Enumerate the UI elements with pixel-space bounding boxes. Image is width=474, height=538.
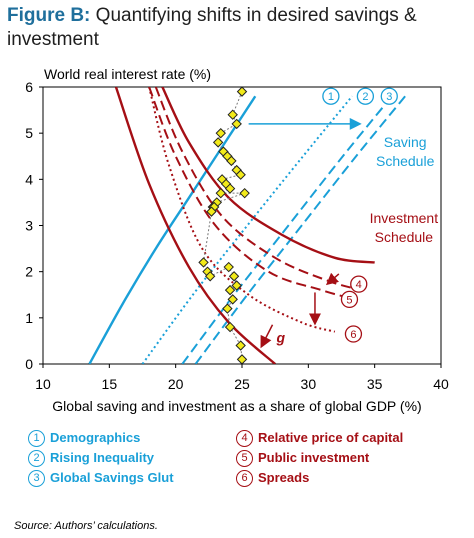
x-tick-label-1: 15 [102,376,118,392]
observation-point-2 [231,118,242,130]
investment-marker-4-circle [350,275,368,293]
chart-plot: 10 15 20 25 30 35 400123456SavingScheduleInves… [25,79,449,392]
observation-point-14 [239,187,250,199]
investment-curve-2 [154,87,362,292]
investment-curve-0 [161,87,375,264]
x-tick-label-5: 35 [367,376,383,392]
saving-marker-3-text: 3 [386,91,392,103]
observation-point-21 [204,271,216,282]
investment-marker-6-text: 6 [350,329,356,341]
y-tick-label-3: 3 [25,218,33,234]
legend-label-1: Demographics [50,430,141,445]
investment-marker-4-text: 4 [356,279,362,291]
observation-point-25 [224,284,236,296]
title-lead: Figure B: [7,5,91,26]
legend-item-2: 2 Rising Inequality [28,448,174,468]
plot-area [88,87,406,364]
legend-marker-6: 6 [236,469,253,487]
observation-point-12 [224,183,236,194]
saving-marker-3-circle [380,87,398,105]
saving-curve-1 [141,95,353,364]
saving-schedule-label-1: Saving [384,134,427,150]
observation-point-7 [226,155,237,167]
investment-marker-5-circle [340,290,359,309]
title-text: Quantifying shifts in desired savings & … [7,5,417,50]
y-tick-label-2: 2 [25,264,33,280]
observation-point-27 [222,303,233,314]
x-tick-label-4: 30 [301,376,317,392]
observation-point-4 [212,137,224,148]
observation-point-22 [223,261,234,273]
y-axis-label: World real interest rate (%) [44,66,212,82]
legend-label-2: Rising Inequality [50,450,155,465]
x-tick-label-3: 25 [234,376,250,392]
observation-point-29 [235,340,246,351]
saving-marker-2-text: 2 [362,91,368,103]
legend-marker-2: 2 [28,449,45,467]
saving-curve-3 [194,95,406,364]
x-axis-label: Global saving and investment as a share … [52,398,422,414]
investment-marker-6-circle [344,325,363,343]
investment-schedule-label-2: Schedule [375,229,434,245]
observation-point-28 [224,321,236,333]
y-tick-label-6: 6 [25,79,33,95]
legend-label-6: Spreads [258,470,310,485]
investment-schedule-label-1: Investment [370,210,439,226]
observation-point-30 [236,354,248,364]
g-arrow [260,324,274,349]
x-tick-label-6: 40 [433,376,449,392]
chart-title: Figure B: Quantifying shifts in desired … [7,4,467,52]
legend-saving: 1 Demographics 2 Rising Inequality 3 Global… [28,428,174,488]
legend-label-3: Global Savings Glut [50,470,174,485]
investment-curve-3 [148,87,356,301]
observation-point-19 [198,257,209,268]
observation-point-1 [227,109,238,120]
observation-point-24 [231,280,242,291]
observation-point-23 [228,271,240,282]
legend-label-5: Public investment [258,450,370,465]
legend-item-6: 6 Spreads [236,468,403,488]
saving-marker-1-text: 1 [328,91,334,103]
saving-curve-2 [181,95,393,364]
legend-item-5: 5 Public investment [236,448,403,468]
y-tick-label-5: 5 [25,125,33,141]
legend-item-4: 4 Relative price of capital [236,428,403,448]
saving-marker-2-circle [356,87,375,105]
observation-point-26 [227,294,238,305]
legend-marker-3: 3 [28,469,45,487]
investment-shift-arrow-a [325,272,340,286]
investment-curve-1 [114,87,276,364]
observation-point-13 [215,187,226,199]
legend-item-1: 1 Demographics [28,428,174,448]
y-tick-label-4: 4 [25,171,33,187]
investment-marker-5-text: 5 [346,294,352,306]
observation-point-3 [215,127,226,139]
investment-curve-4 [148,87,336,333]
x-tick-label-2: 20 [168,376,184,392]
legend-marker-5: 5 [236,449,253,467]
y-tick-label-1: 1 [25,310,33,326]
y-tick-label-0: 0 [25,356,33,372]
observation-point-9 [235,169,246,180]
legend-investment: 4 Relative price of capital 5 Public inves… [236,428,403,488]
legend-label-4: Relative price of capital [258,430,404,445]
g-label: g [275,329,285,345]
legend-marker-1: 1 [28,429,45,447]
legend-marker-4: 4 [236,429,253,447]
observation-point-0 [236,87,248,97]
x-tick-label-0: 10 [35,376,51,392]
observation-point-18 [206,206,217,217]
legend-item-3: 3 Global Savings Glut [28,468,174,488]
saving-schedule-label-2: Schedule [376,153,435,169]
saving-marker-1-circle [322,87,340,105]
source-note: Source: Authors’ calculations. [14,520,158,532]
